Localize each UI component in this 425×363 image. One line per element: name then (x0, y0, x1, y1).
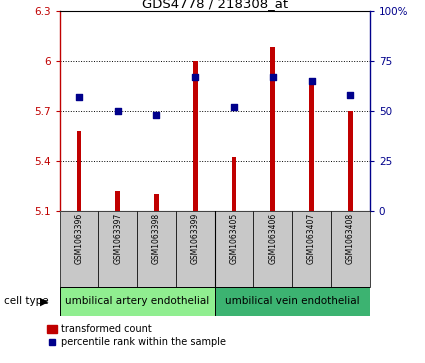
Text: GSM1063408: GSM1063408 (346, 213, 355, 264)
Point (347, 92, 354, 98)
Text: umbilical artery endothelial: umbilical artery endothelial (65, 296, 209, 306)
Legend: transformed count, percentile rank within the sample: transformed count, percentile rank withi… (47, 324, 226, 347)
Bar (115, 191, 120, 211)
Point (153, 112, 160, 118)
Point (114, 108, 121, 114)
Bar (137, 211, 176, 287)
Bar (309, 81, 314, 211)
Bar (193, 61, 198, 211)
Bar (331, 211, 370, 287)
Title: GDS4778 / 218308_at: GDS4778 / 218308_at (142, 0, 288, 10)
Text: GSM1063396: GSM1063396 (74, 213, 83, 264)
Point (192, 74, 198, 79)
Bar (76, 131, 81, 211)
Text: GSM1063406: GSM1063406 (268, 213, 277, 264)
Text: GSM1063398: GSM1063398 (152, 213, 161, 264)
Point (76, 94, 82, 99)
Text: ▶: ▶ (40, 296, 48, 306)
Text: GSM1063397: GSM1063397 (113, 213, 122, 264)
Bar (270, 48, 275, 211)
Bar (232, 157, 236, 211)
Text: umbilical vein endothelial: umbilical vein endothelial (225, 296, 360, 306)
Text: GSM1063407: GSM1063407 (307, 213, 316, 264)
Bar (154, 194, 159, 211)
Text: GSM1063399: GSM1063399 (191, 213, 200, 264)
Point (269, 74, 276, 79)
Bar (215, 211, 253, 287)
Bar (215, 287, 370, 316)
Bar (292, 211, 331, 287)
Text: GSM1063405: GSM1063405 (230, 213, 238, 264)
Bar (348, 111, 353, 211)
Text: cell type: cell type (4, 296, 49, 306)
Bar (98, 211, 137, 287)
Bar (60, 211, 98, 287)
Point (308, 78, 315, 83)
Bar (60, 287, 215, 316)
Point (231, 104, 238, 110)
Bar (253, 211, 292, 287)
Bar (176, 211, 215, 287)
